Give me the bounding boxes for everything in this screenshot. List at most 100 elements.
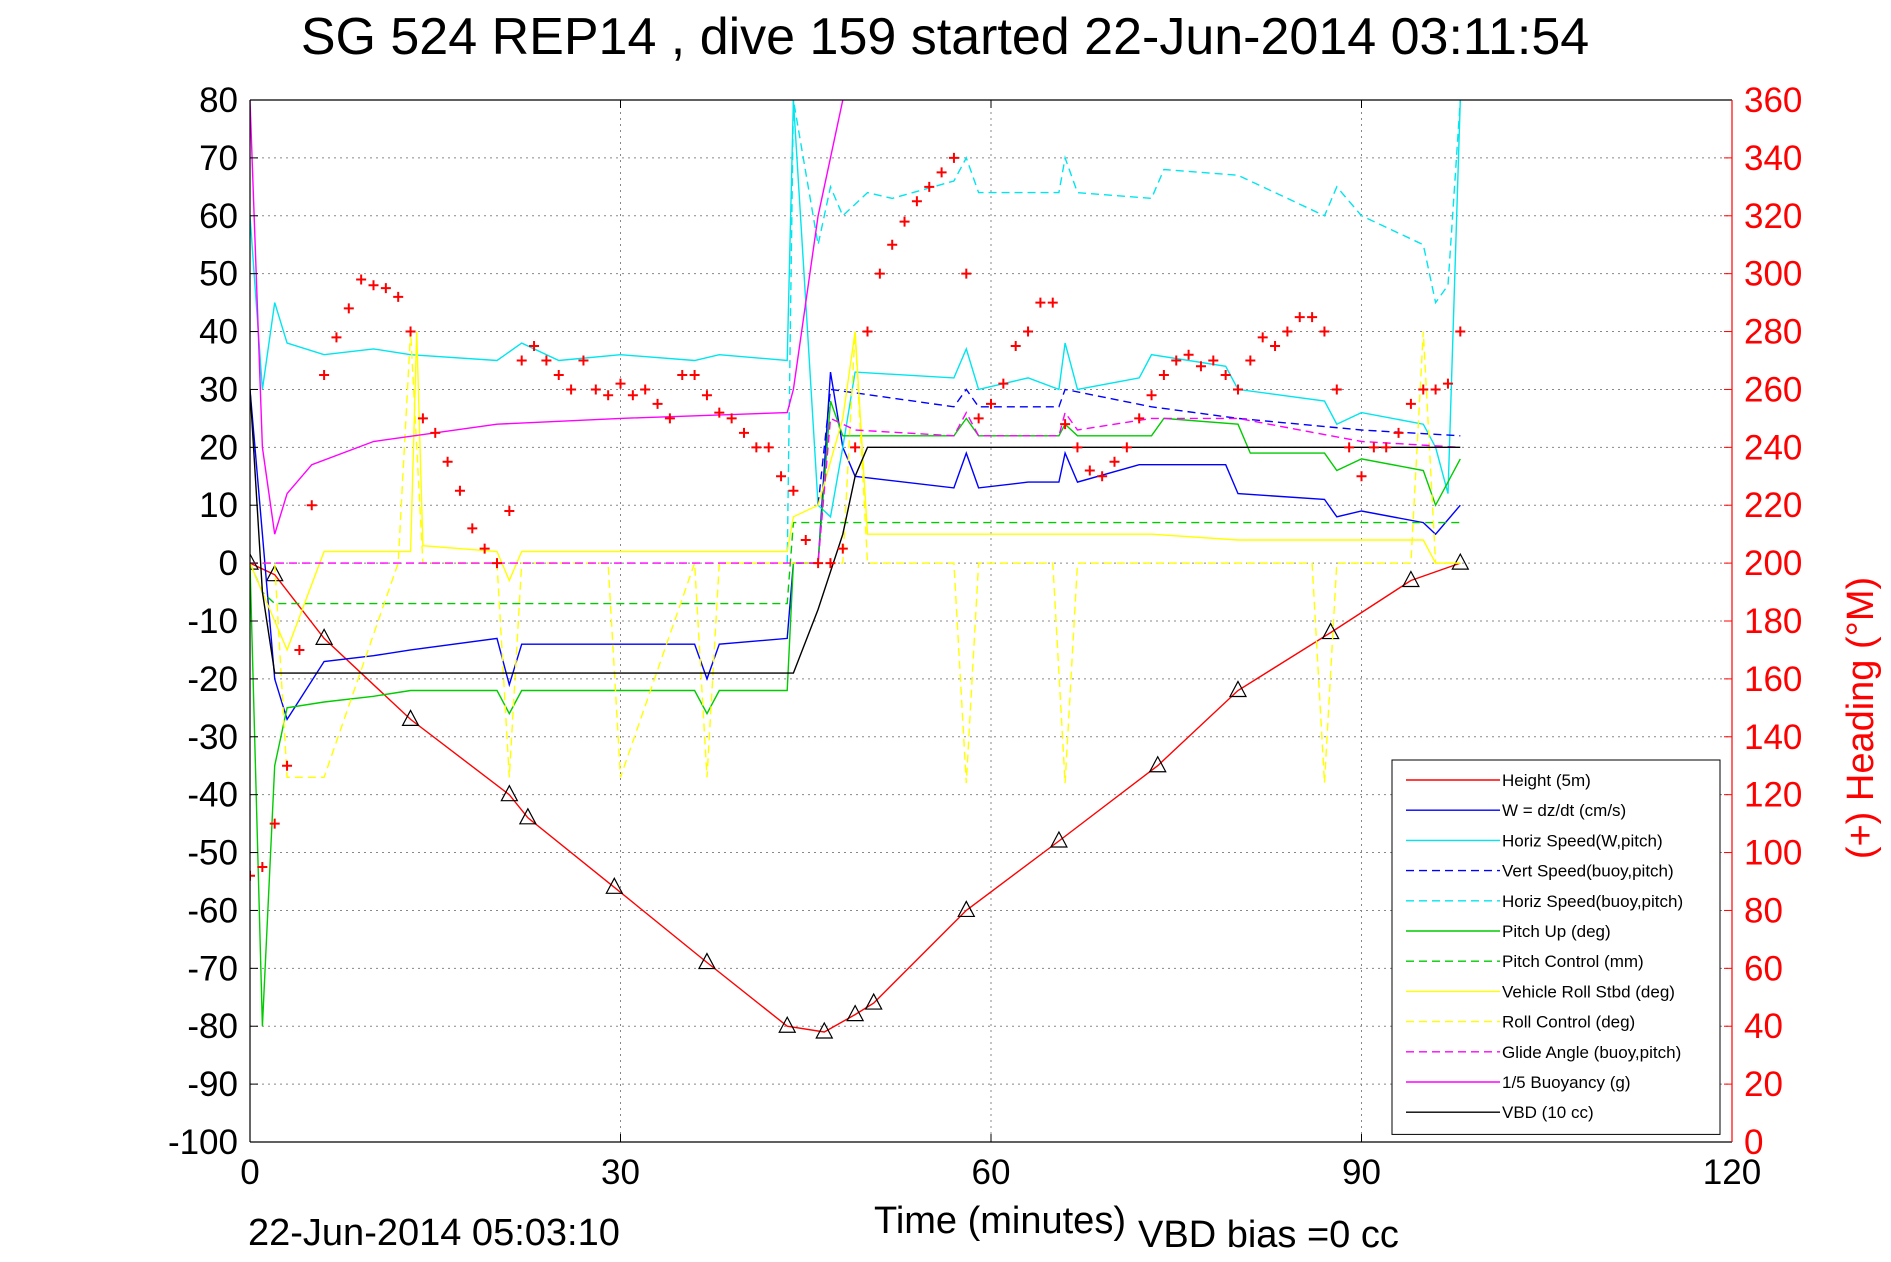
- y2-tick-label: 180: [1744, 602, 1802, 641]
- heading-point: [541, 355, 552, 366]
- heading-point: [1121, 442, 1132, 453]
- heading-point: [430, 427, 441, 438]
- heading-point: [751, 442, 762, 453]
- series-line-roll-control-deg: [250, 331, 1461, 784]
- heading-point: [319, 369, 330, 380]
- heading-point: [776, 471, 787, 482]
- heading-point: [627, 390, 638, 401]
- legend-box: [1391, 759, 1721, 1135]
- legend-entry: Vert Speed(buoy,pitch): [1502, 862, 1674, 881]
- legend-entry: Height (5m): [1502, 771, 1591, 790]
- series-line-pitch-up-deg: [250, 400, 1461, 1027]
- series-line-glide-angle-buoy-pitch: [250, 410, 1461, 564]
- y2-tick-label: 0: [1744, 1123, 1763, 1162]
- heading-point: [1245, 355, 1256, 366]
- heading-point: [1208, 355, 1219, 366]
- heading-point: [1270, 341, 1281, 352]
- y2-tick-label: 340: [1744, 139, 1802, 178]
- heading-point: [454, 485, 465, 496]
- y-tick-label: -80: [187, 1007, 238, 1046]
- legend-entry: Pitch Control (mm): [1502, 952, 1644, 971]
- series-line-1-5-buoyancy-g: [250, 100, 844, 535]
- y2-tick-label: 140: [1744, 718, 1802, 757]
- series-line-vehicle-roll-stbd-deg: [250, 331, 1461, 652]
- heading-point: [405, 326, 416, 337]
- heading-point: [380, 283, 391, 294]
- x-tick-label: 60: [972, 1153, 1011, 1192]
- heading-point: [763, 442, 774, 453]
- heading-point: [850, 442, 861, 453]
- heading-point: [578, 355, 589, 366]
- y-tick-label: 10: [199, 486, 238, 525]
- y-tick-label: -100: [168, 1123, 238, 1162]
- x-tick-label: 0: [240, 1153, 259, 1192]
- heading-point: [294, 644, 305, 655]
- y2-tick-label: 280: [1744, 313, 1802, 352]
- heading-point: [1344, 442, 1355, 453]
- heading-point: [529, 341, 540, 352]
- series-line-pitch-control-mm: [250, 521, 1461, 605]
- height-marker: [864, 992, 883, 1010]
- chart-title: SG 524 REP14 , dive 159 started 22-Jun-2…: [301, 8, 1589, 66]
- heading-point: [899, 216, 910, 227]
- y-tick-label: -30: [187, 718, 238, 757]
- y-tick-label: -10: [187, 602, 238, 641]
- heading-point: [417, 413, 428, 424]
- heading-point: [986, 398, 996, 409]
- heading-point: [1418, 384, 1429, 395]
- heading-point: [343, 303, 354, 314]
- heading-point: [714, 407, 725, 418]
- heading-point: [1430, 384, 1441, 395]
- series-line-horiz-speed-buoy-pitch: [786, 100, 1461, 564]
- height-marker: [518, 807, 537, 825]
- x-tick-label: 30: [601, 1153, 640, 1192]
- heading-point: [1442, 378, 1453, 389]
- heading-point: [961, 268, 972, 279]
- y2-tick-label: 240: [1744, 428, 1802, 467]
- y2-tick-label: 100: [1744, 834, 1802, 873]
- heading-point: [1282, 326, 1293, 337]
- legend-entry: Vehicle Roll Stbd (deg): [1502, 982, 1675, 1001]
- plot-area: [250, 100, 1470, 1039]
- heading-point: [936, 167, 947, 178]
- x-tick-label: 120: [1703, 1153, 1761, 1192]
- y-tick-label: -40: [187, 776, 238, 815]
- heading-point: [442, 456, 453, 467]
- heading-point: [1158, 369, 1169, 380]
- y-tick-label: 50: [199, 255, 238, 294]
- heading-point: [911, 196, 922, 207]
- heading-point: [1233, 384, 1243, 395]
- height-marker: [815, 1021, 834, 1039]
- series-heading: [250, 152, 1466, 881]
- heading-point: [1455, 326, 1466, 337]
- legend-entry: Horiz Speed(buoy,pitch): [1502, 892, 1683, 911]
- heading-point: [1060, 419, 1071, 430]
- heading-point: [257, 862, 268, 873]
- height-marker: [401, 709, 420, 727]
- y-tick-label: -90: [187, 1065, 238, 1104]
- height-marker: [605, 877, 624, 894]
- heading-point: [1195, 361, 1206, 372]
- heading-point: [1097, 471, 1108, 482]
- heading-point: [1134, 413, 1145, 424]
- heading-point: [356, 274, 367, 285]
- heading-point: [393, 291, 404, 302]
- height-marker: [1451, 552, 1470, 570]
- series-line-vbd-10-cc: [250, 389, 1461, 674]
- heading-point: [467, 523, 478, 534]
- y-tick-label: 0: [219, 544, 238, 583]
- heading-point: [1084, 465, 1095, 476]
- heading-point: [1368, 442, 1379, 453]
- axes: 0 30 60 90 12080706050403020100-10-20-30-40-…: [168, 81, 1802, 1192]
- heading-point: [566, 384, 577, 395]
- heading-point: [1146, 390, 1157, 401]
- legend: Height (5m) W = dz/dt (cm/s) Horiz Speed(W…: [1391, 759, 1721, 1135]
- height-marker: [500, 784, 519, 802]
- y-tick-label: -70: [187, 949, 238, 988]
- heading-point: [825, 558, 836, 569]
- heading-point: [887, 239, 898, 250]
- heading-point: [1319, 326, 1330, 337]
- height-marker: [1049, 830, 1068, 848]
- heading-point: [924, 181, 935, 192]
- y-tick-label: 30: [199, 370, 238, 409]
